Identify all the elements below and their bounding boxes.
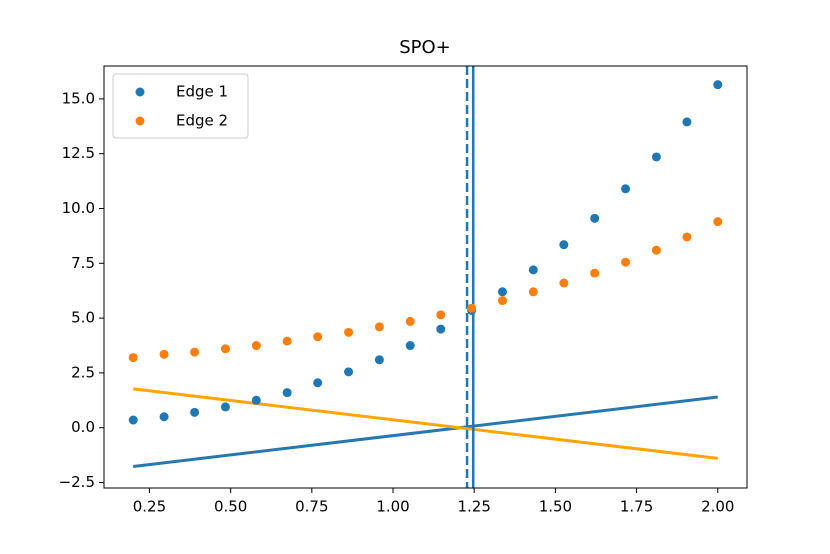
point: [682, 117, 692, 127]
axes-frame: [103, 65, 748, 489]
x-tick-label: 0.50: [214, 498, 247, 516]
point: [436, 324, 446, 334]
point: [128, 353, 138, 363]
point: [405, 316, 415, 326]
legend-marker: [135, 87, 145, 97]
legend-box: [112, 73, 249, 139]
y-tick-label: 7.5: [71, 254, 95, 272]
point: [159, 349, 169, 359]
trend-line: [133, 395, 718, 469]
x-tick-label: 0.25: [133, 498, 166, 516]
point: [497, 287, 507, 297]
y-tick-label: 0.0: [71, 418, 95, 436]
point: [528, 265, 538, 275]
point: [190, 407, 200, 417]
point: [590, 268, 600, 278]
y-tick-label: 5.0: [71, 309, 95, 327]
point: [251, 341, 261, 351]
y-tick-label: 15.0: [62, 89, 95, 107]
point: [497, 296, 507, 306]
point: [713, 80, 723, 90]
point: [559, 240, 569, 250]
point: [528, 287, 538, 297]
y-tick-label: −2.5: [59, 473, 95, 491]
point: [251, 395, 261, 405]
point: [282, 388, 292, 398]
x-tick-label: 1.00: [376, 498, 409, 516]
point: [621, 257, 631, 267]
point: [374, 355, 384, 365]
x-tick-label: 1.50: [539, 498, 572, 516]
chart-title: SPO+: [399, 37, 451, 58]
point: [621, 184, 631, 194]
x-tick-label: 0.75: [295, 498, 328, 516]
point: [313, 332, 323, 342]
legend-marker: [135, 116, 145, 126]
point: [682, 232, 692, 242]
point: [436, 310, 446, 320]
point: [220, 402, 230, 412]
trend-line: [133, 387, 718, 460]
point: [344, 327, 354, 337]
point: [282, 336, 292, 346]
point: [128, 415, 138, 425]
y-tick-label: 10.0: [62, 199, 95, 217]
point: [651, 245, 661, 255]
point: [220, 344, 230, 354]
legend-label: Edge 2: [176, 112, 228, 130]
point: [159, 412, 169, 422]
y-tick-label: 12.5: [62, 144, 95, 162]
point: [713, 217, 723, 227]
x-tick-label: 2.00: [701, 498, 734, 516]
point: [405, 341, 415, 351]
point: [344, 367, 354, 377]
x-tick-label: 1.25: [458, 498, 491, 516]
point: [467, 303, 477, 313]
point: [559, 278, 569, 288]
point: [374, 322, 384, 332]
plot-area: [128, 66, 723, 488]
legend-label: Edge 1: [176, 83, 228, 101]
point: [651, 152, 661, 162]
y-tick-label: 2.5: [71, 363, 95, 381]
point: [313, 378, 323, 388]
x-tick-label: 1.75: [620, 498, 653, 516]
point: [190, 347, 200, 357]
point: [590, 213, 600, 223]
